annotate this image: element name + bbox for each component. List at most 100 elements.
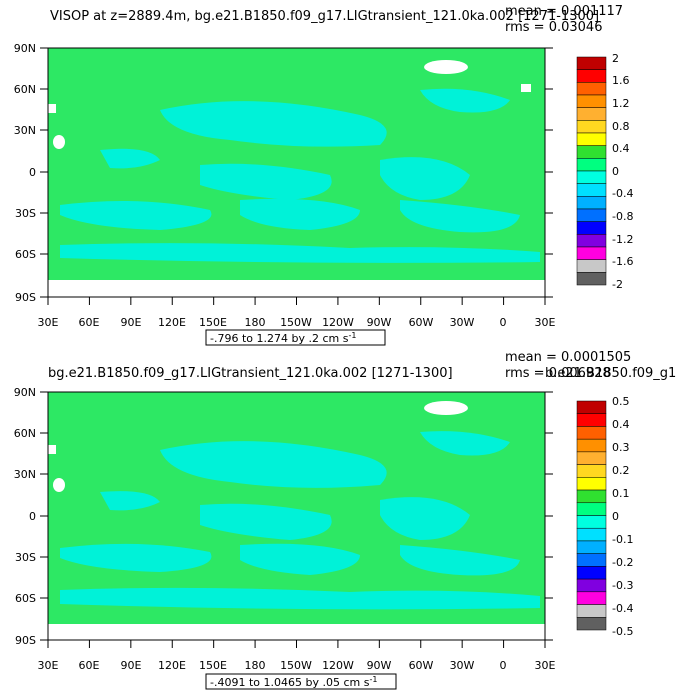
panel-1-map	[48, 48, 545, 297]
colorbar-label: -0.5	[612, 625, 633, 638]
lon-label: 150E	[199, 316, 227, 329]
contour-info-text: -.4091 to 1.0465 by .05 cm s	[210, 676, 370, 689]
colorbar-swatch	[576, 502, 607, 516]
lat-label: 30N	[14, 468, 36, 481]
lon-label: 90W	[367, 659, 392, 672]
colorbar-label: -1.6	[612, 255, 633, 268]
panel-2-colorbar-labels: 0.5 0.4 0.3 0.2 0.1 0 -0.1 -0.2 -0.3 -0.…	[612, 395, 633, 638]
colorbar-label: -2	[612, 278, 623, 291]
panel-2-antarctica-blank	[48, 624, 545, 640]
colorbar-label: 0.4	[612, 418, 630, 431]
colorbar-swatch	[576, 464, 607, 478]
panel-1-title: VISOP at z=2889.4m, bg.e21.B1850.f09_g17…	[50, 9, 599, 24]
lat-label: 90S	[15, 634, 36, 647]
lon-label: 30W	[450, 659, 475, 672]
colorbar-label: -0.8	[612, 210, 633, 223]
lon-label: 60E	[79, 659, 100, 672]
lon-label: 0	[500, 316, 507, 329]
colorbar-swatch	[576, 591, 607, 605]
panel-1-lat-axis: 90N 60N 30N 0 30S 60S 90S	[14, 42, 553, 304]
colorbar-swatch	[576, 196, 607, 210]
lon-label: 90W	[367, 316, 392, 329]
colorbar-label: 0	[612, 165, 619, 178]
colorbar-label: 2	[612, 52, 619, 65]
colorbar-swatch	[576, 94, 607, 108]
panel-2-map	[48, 392, 545, 640]
contour-info-text: -.796 to 1.274 by .2 cm s	[210, 332, 349, 345]
panel-1-rms: rms = 0.03046	[505, 20, 602, 35]
colorbar-swatch	[576, 540, 607, 554]
colorbar-swatch	[576, 451, 607, 465]
panel-1-contour-info: -.796 to 1.274 by .2 cm s-1	[205, 329, 386, 346]
colorbar-swatch	[576, 477, 607, 491]
colorbar-label: -0.4	[612, 187, 633, 200]
lon-label: 30E	[38, 316, 59, 329]
lon-label: 150E	[199, 659, 227, 672]
lon-label: 30E	[38, 659, 59, 672]
colorbar-swatch	[576, 566, 607, 580]
panel-1-colorbar	[576, 56, 607, 286]
colorbar-label: 0.4	[612, 142, 630, 155]
lat-label: 60S	[15, 592, 36, 605]
lon-label: 120E	[158, 659, 186, 672]
lon-label: 180	[245, 659, 266, 672]
colorbar-swatch	[576, 69, 607, 83]
lon-label: 120E	[158, 316, 186, 329]
panel-2-title: bg.e21.B1850.f09_g17.LIGtransient_121.0k…	[48, 366, 453, 381]
colorbar-swatch	[576, 82, 607, 96]
lat-label: 30S	[15, 551, 36, 564]
panel-2-ice	[48, 401, 468, 492]
colorbar-swatch	[576, 515, 607, 529]
colorbar-swatch	[576, 489, 607, 504]
lon-label: 30E	[535, 659, 556, 672]
colorbar-label: 0.3	[612, 441, 630, 454]
lon-label: 150W	[280, 316, 312, 329]
panel-2-lon-axis: 30E 60E 90E 120E 150E 180 150W 120W 90W …	[38, 640, 556, 672]
colorbar-swatch	[576, 56, 607, 70]
lat-label: 0	[29, 510, 36, 523]
colorbar-swatch	[576, 120, 607, 134]
colorbar-swatch	[576, 578, 607, 593]
panel-2-cyan-patches	[60, 431, 540, 610]
colorbar-swatch	[576, 617, 607, 631]
lon-label: 120W	[322, 316, 354, 329]
lon-label: 30W	[450, 316, 475, 329]
contour-info-exp: -1	[369, 675, 377, 684]
colorbar-label: 1.6	[612, 74, 630, 87]
lon-label: 90E	[121, 659, 142, 672]
colorbar-label: -0.2	[612, 556, 633, 569]
lon-label: 90E	[121, 316, 142, 329]
colorbar-swatch	[576, 400, 607, 414]
colorbar-swatch	[576, 221, 607, 235]
panel-2-rms: rms = 0.006928	[505, 366, 611, 381]
panel-2-contour-info: -.4091 to 1.0465 by .05 cm s-1	[205, 673, 397, 690]
colorbar-label: -1.2	[612, 233, 633, 246]
contour-info-exp: -1	[348, 331, 356, 340]
panel-2: bg.e21.B1850.f09_g17.LIGtransient_121.0k…	[14, 350, 676, 690]
lon-label: 120W	[322, 659, 354, 672]
colorbar-label: 0.1	[612, 487, 630, 500]
lat-label: 90N	[14, 386, 36, 399]
panel-2-lat-axis: 90N 60N 30N 0 30S 60S 90S	[14, 386, 553, 647]
lat-label: 60N	[14, 427, 36, 440]
panel-1-ice	[48, 60, 531, 149]
colorbar-swatch	[576, 272, 607, 286]
colorbar-label: 0	[612, 510, 619, 523]
panel-1-cyan-patches	[60, 88, 540, 263]
colorbar-swatch	[576, 234, 607, 248]
colorbar-swatch	[576, 107, 607, 121]
panel-2-overlap-title: b.e21.B1850.f09_g1	[545, 366, 676, 381]
colorbar-label: -0.3	[612, 579, 633, 592]
colorbar-swatch	[576, 413, 607, 427]
colorbar-swatch	[576, 527, 607, 542]
colorbar-label: 0.2	[612, 464, 630, 477]
lat-label: 90S	[15, 291, 36, 304]
lat-label: 30S	[15, 207, 36, 220]
colorbar-label: -0.1	[612, 533, 633, 546]
lat-label: 60S	[15, 248, 36, 261]
lon-label: 60W	[409, 316, 434, 329]
colorbar-swatch	[576, 132, 607, 146]
lon-label: 30E	[535, 316, 556, 329]
colorbar-label: -0.4	[612, 602, 633, 615]
